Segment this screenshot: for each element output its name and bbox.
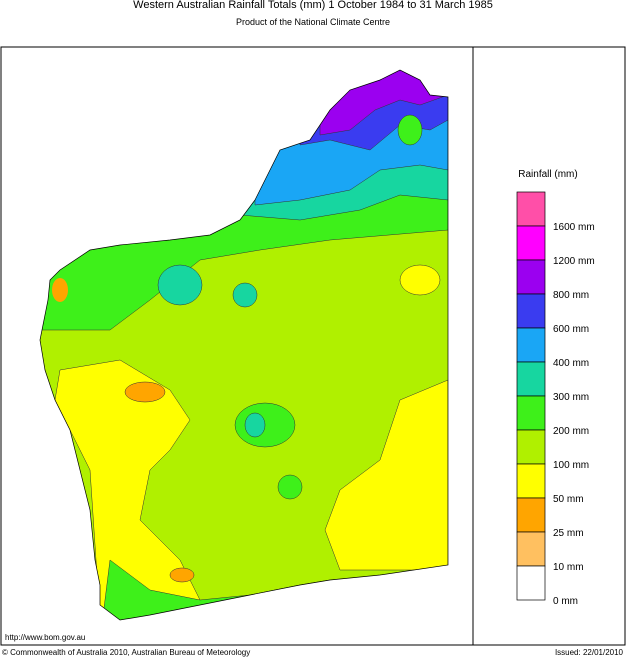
legend-swatch <box>516 531 546 567</box>
legend-label: 1200 mm <box>553 256 595 267</box>
legend-swatch <box>516 565 546 601</box>
legend-title: Rainfall (mm) <box>518 169 577 180</box>
legend-swatch <box>516 395 546 431</box>
issued: Issued: 22/01/2010 <box>555 648 624 657</box>
legend-swatch <box>516 463 546 499</box>
legend-swatch <box>516 497 546 533</box>
legend-label: 800 mm <box>553 290 589 301</box>
subtitle: Product of the National Climate Centre <box>236 17 390 27</box>
legend-swatch <box>516 361 546 397</box>
legend-swatch <box>516 259 546 295</box>
legend-swatch <box>516 191 546 227</box>
legend-label: 1600 mm <box>553 222 595 233</box>
title: Western Australian Rainfall Totals (mm) … <box>133 0 493 11</box>
map-frame <box>0 46 626 646</box>
legend: 1600 mm 1200 mm 800 mm 600 mm 400 mm 300 mm 20… <box>516 191 595 607</box>
legend-label: 200 mm <box>553 426 589 437</box>
legend-swatch <box>516 429 546 465</box>
legend-label: 300 mm <box>553 392 589 403</box>
rainfall-map <box>40 70 448 620</box>
legend-swatch <box>516 225 546 261</box>
legend-label: 100 mm <box>553 460 589 471</box>
legend-swatch <box>516 293 546 329</box>
legend-label: 10 mm <box>553 562 584 573</box>
legend-label: 25 mm <box>553 528 584 539</box>
legend-label: 50 mm <box>553 494 584 505</box>
legend-label: 600 mm <box>553 324 589 335</box>
coastline <box>39 69 449 621</box>
legend-swatch <box>516 327 546 363</box>
legend-label: 0 mm <box>553 596 578 607</box>
url: http://www.bom.gov.au <box>5 633 85 642</box>
legend-label: 400 mm <box>553 358 589 369</box>
copyright: © Commonwealth of Australia 2010, Austra… <box>2 648 250 657</box>
